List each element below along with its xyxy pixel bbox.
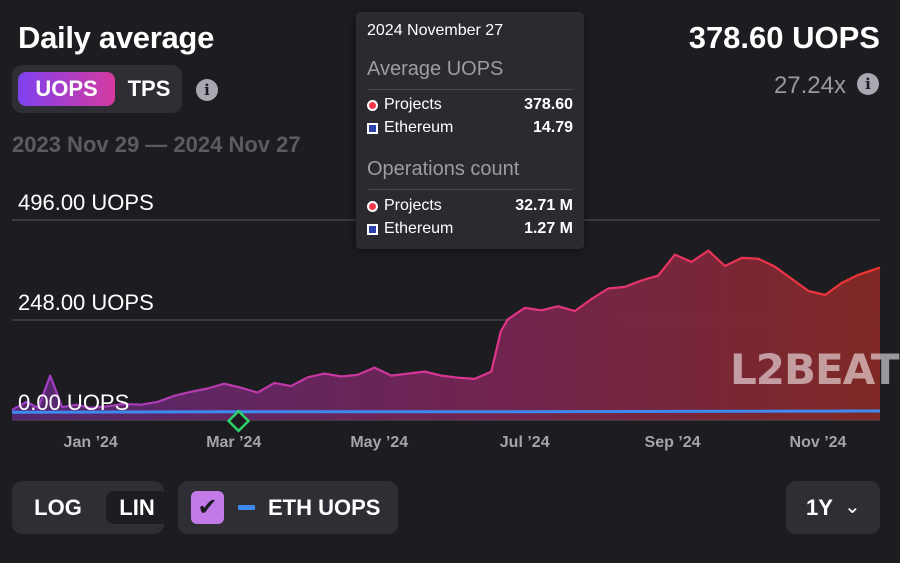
tooltip-row: Projects 32.71 M	[367, 197, 573, 217]
tooltip-series-name: Projects	[384, 96, 442, 113]
date-marker	[226, 409, 251, 433]
projects-legend-marker	[367, 201, 378, 212]
log-scale-button[interactable]: LOG	[34, 495, 82, 520]
tooltip-divider	[367, 89, 573, 90]
projects-line	[11, 249, 881, 411]
y-tick-label: 0.00 UOPS	[18, 390, 129, 415]
eth-uops-checkbox[interactable]: ✔	[191, 491, 224, 524]
tooltip-section-title: Operations count	[367, 158, 520, 180]
lin-scale-button[interactable]: LIN	[106, 491, 168, 524]
x-tick-label: Sep ’24	[645, 434, 701, 451]
tps-tab[interactable]: TPS	[127, 76, 171, 101]
checkmark-icon: ✔	[197, 494, 218, 521]
tooltip-row: Ethereum 14.79	[367, 119, 573, 139]
tooltip-series-name: Projects	[384, 197, 442, 214]
time-range-value: 1Y	[806, 495, 833, 520]
x-tick-label: Jul ’24	[500, 434, 550, 451]
chart-title: Daily average	[18, 20, 215, 55]
tooltip-series-value: 14.79	[532, 119, 573, 136]
l2beat-watermark: L2BEAT	[730, 345, 900, 394]
chart-tooltip: 2024 November 27 Average UOPS Projects 3…	[356, 12, 584, 249]
ethereum-series-swatch	[238, 505, 255, 510]
projects-area	[12, 250, 880, 420]
projects-legend-marker	[367, 100, 378, 111]
tooltip-section-title: Average UOPS	[367, 58, 504, 80]
y-tick-label: 496.00 UOPS	[18, 190, 154, 215]
tooltip-series-value: 32.71 M	[515, 197, 573, 214]
multiplier-value: 27.24x	[773, 72, 846, 99]
x-tick-label: May ’24	[350, 434, 408, 451]
time-range-select[interactable]: 1Y ⌄	[786, 481, 880, 534]
ethereum-legend-marker	[367, 123, 378, 134]
tooltip-series-name: Ethereum	[384, 220, 454, 237]
x-tick-label: Mar ’24	[206, 434, 261, 451]
info-icon[interactable]: i	[196, 79, 218, 101]
y-tick-label: 248.00 UOPS	[18, 290, 154, 315]
tooltip-row: Ethereum 1.27 M	[367, 220, 573, 240]
date-range: 2023 Nov 29 — 2024 Nov 27	[12, 132, 301, 157]
tooltip-row: Projects 378.60	[367, 96, 573, 116]
x-tick-label: Nov ’24	[790, 434, 847, 451]
scale-toggle: LOG LIN	[12, 481, 168, 534]
x-tick-label: Jan ’24	[64, 434, 118, 451]
eth-uops-toggle[interactable]: ✔ ETH UOPS	[178, 481, 398, 534]
ethereum-line	[11, 409, 881, 414]
tooltip-divider	[367, 189, 573, 190]
headline-value: 378.60 UOPS	[688, 20, 880, 55]
tooltip-series-value: 1.27 M	[524, 220, 573, 237]
metric-toggle: UOPS TPS	[12, 65, 182, 113]
eth-uops-label: ETH UOPS	[268, 495, 381, 520]
tooltip-series-value: 378.60	[524, 96, 573, 113]
info-icon[interactable]: i	[857, 73, 879, 95]
chevron-down-icon: ⌄	[844, 496, 861, 518]
tooltip-date: 2024 November 27	[367, 22, 504, 39]
tooltip-series-name: Ethereum	[384, 119, 454, 136]
uops-tab[interactable]: UOPS	[18, 72, 115, 106]
ethereum-legend-marker	[367, 224, 378, 235]
